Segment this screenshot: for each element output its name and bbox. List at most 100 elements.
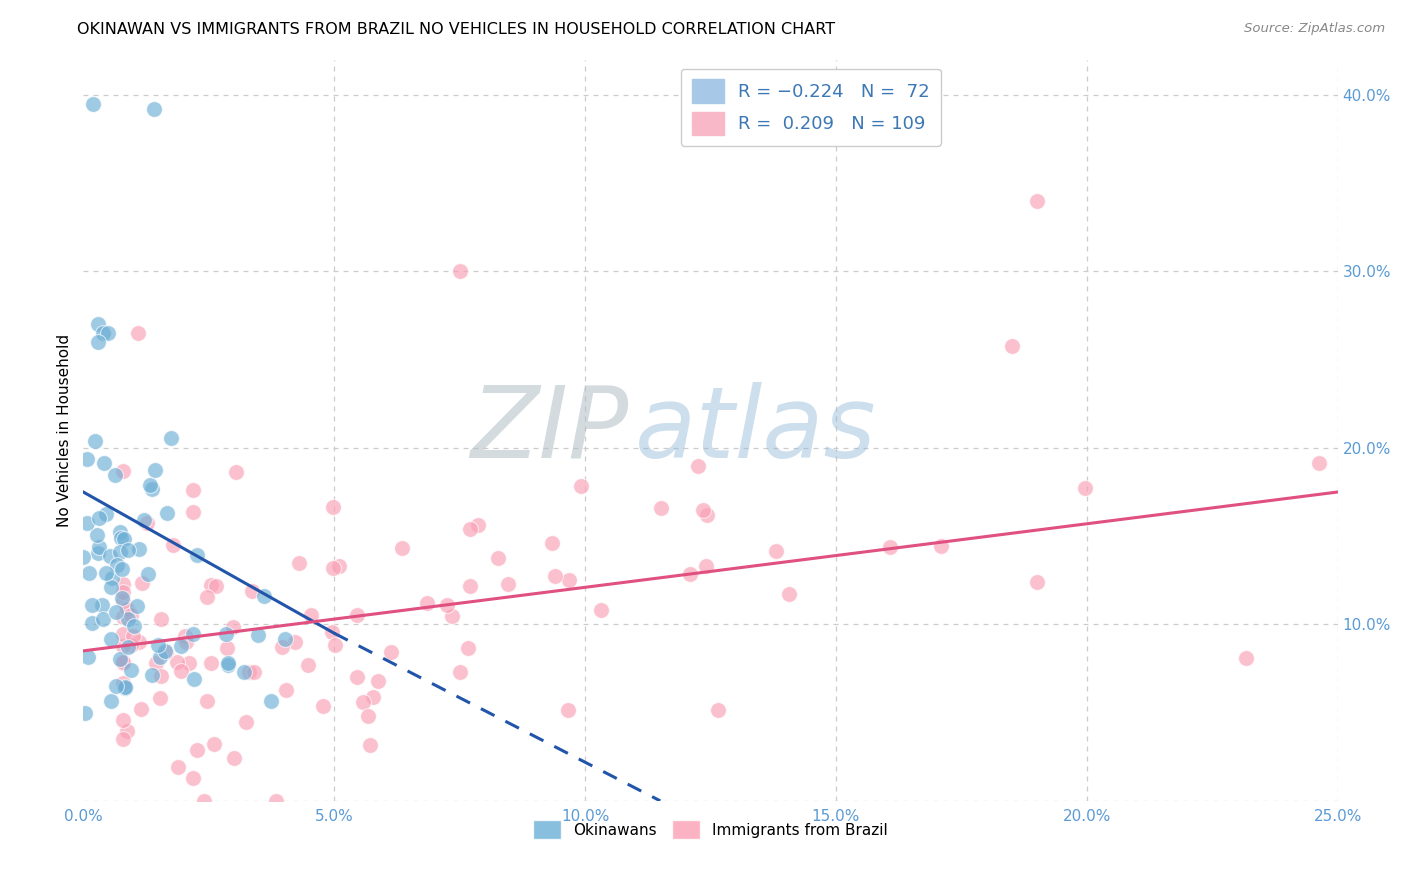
Point bbox=[149, 612, 172, 626]
Point bbox=[127, 326, 149, 341]
Point bbox=[77, 566, 100, 580]
Point bbox=[110, 545, 132, 559]
Point bbox=[271, 640, 294, 654]
Point bbox=[112, 576, 135, 591]
Point bbox=[153, 644, 176, 658]
Point bbox=[166, 655, 188, 669]
Point bbox=[141, 668, 163, 682]
Point bbox=[136, 516, 159, 530]
Point bbox=[1025, 194, 1047, 208]
Point bbox=[558, 573, 581, 587]
Point bbox=[100, 694, 122, 708]
Point bbox=[457, 641, 479, 656]
Point bbox=[93, 456, 115, 470]
Point bbox=[89, 511, 111, 525]
Point bbox=[931, 539, 953, 553]
Point bbox=[104, 680, 127, 694]
Point bbox=[142, 102, 165, 116]
Point bbox=[87, 546, 110, 560]
Point bbox=[361, 690, 384, 704]
Point bbox=[141, 482, 163, 496]
Point bbox=[217, 657, 239, 672]
Point bbox=[112, 609, 135, 624]
Point bbox=[104, 468, 127, 483]
Point bbox=[129, 701, 152, 715]
Point bbox=[174, 634, 197, 648]
Point bbox=[181, 771, 204, 785]
Point bbox=[540, 535, 562, 549]
Point bbox=[650, 501, 672, 516]
Point bbox=[205, 579, 228, 593]
Point bbox=[155, 645, 177, 659]
Point bbox=[80, 598, 103, 612]
Point bbox=[380, 644, 402, 658]
Point bbox=[87, 540, 110, 554]
Point bbox=[297, 657, 319, 672]
Point bbox=[183, 483, 205, 498]
Point bbox=[101, 571, 124, 585]
Text: Source: ZipAtlas.com: Source: ZipAtlas.com bbox=[1244, 22, 1385, 36]
Point bbox=[706, 704, 728, 718]
Point bbox=[117, 612, 139, 626]
Point bbox=[488, 550, 510, 565]
Point bbox=[215, 640, 238, 655]
Point bbox=[115, 724, 138, 739]
Point bbox=[240, 584, 263, 599]
Point bbox=[132, 512, 155, 526]
Point bbox=[120, 663, 142, 677]
Point bbox=[80, 615, 103, 630]
Point bbox=[76, 452, 98, 467]
Point bbox=[73, 706, 96, 721]
Point bbox=[112, 464, 135, 478]
Point bbox=[235, 714, 257, 729]
Point bbox=[100, 580, 122, 594]
Point bbox=[181, 626, 204, 640]
Point bbox=[591, 603, 613, 617]
Point bbox=[84, 434, 107, 449]
Point bbox=[367, 674, 389, 689]
Point bbox=[108, 525, 131, 540]
Point bbox=[112, 594, 135, 608]
Point bbox=[162, 538, 184, 552]
Point bbox=[136, 567, 159, 582]
Point bbox=[765, 544, 787, 558]
Point bbox=[112, 732, 135, 747]
Point bbox=[357, 709, 380, 723]
Point bbox=[346, 670, 368, 684]
Point bbox=[200, 656, 222, 670]
Point bbox=[82, 96, 104, 111]
Point bbox=[215, 627, 238, 641]
Point bbox=[112, 532, 135, 546]
Point bbox=[181, 505, 204, 519]
Point bbox=[200, 577, 222, 591]
Point bbox=[193, 794, 215, 808]
Point bbox=[274, 632, 297, 646]
Point bbox=[112, 713, 135, 727]
Point bbox=[94, 508, 117, 522]
Point bbox=[696, 508, 718, 523]
Point bbox=[143, 463, 166, 477]
Point bbox=[679, 566, 702, 581]
Point bbox=[94, 566, 117, 580]
Text: atlas: atlas bbox=[636, 382, 877, 479]
Point bbox=[87, 318, 110, 332]
Point bbox=[122, 628, 145, 642]
Point bbox=[416, 596, 439, 610]
Point bbox=[87, 334, 110, 349]
Point bbox=[1000, 338, 1022, 352]
Point bbox=[117, 543, 139, 558]
Point bbox=[204, 737, 226, 751]
Point bbox=[100, 632, 122, 647]
Point bbox=[391, 541, 413, 556]
Point bbox=[359, 739, 381, 753]
Point bbox=[312, 698, 335, 713]
Point bbox=[112, 656, 135, 670]
Point bbox=[97, 326, 120, 341]
Point bbox=[496, 577, 519, 591]
Point bbox=[467, 518, 489, 533]
Point bbox=[105, 605, 128, 619]
Point bbox=[222, 620, 245, 634]
Point bbox=[238, 665, 260, 679]
Point bbox=[253, 589, 276, 603]
Point bbox=[117, 640, 139, 654]
